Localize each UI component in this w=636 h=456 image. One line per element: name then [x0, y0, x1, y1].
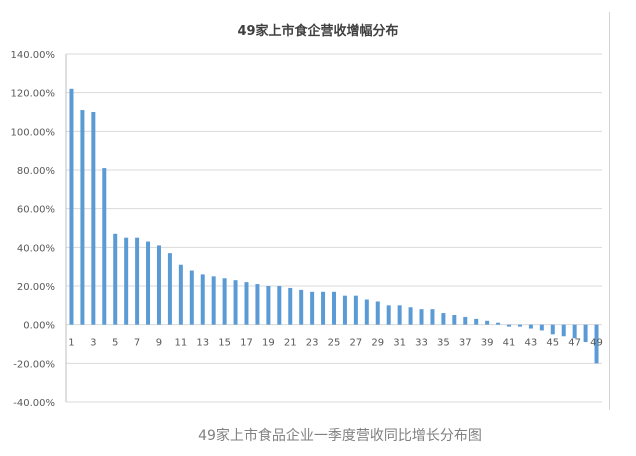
x-tick-label: 49: [590, 338, 603, 349]
bar-38: [474, 318, 479, 325]
bar-23: [310, 291, 315, 325]
x-tick-label: 13: [196, 338, 209, 349]
bar-46: [561, 324, 566, 337]
bar-12: [189, 270, 194, 325]
bar-22: [299, 289, 304, 325]
x-tick-label: 15: [218, 338, 231, 349]
bar-33: [419, 309, 424, 325]
x-tick-label: 39: [481, 338, 494, 349]
bars: [69, 88, 599, 364]
bar-20: [277, 286, 282, 325]
bar-35: [441, 313, 446, 325]
x-tick-label: 45: [546, 338, 559, 349]
x-tick-label: 3: [90, 338, 96, 349]
bar-9: [156, 245, 161, 325]
bar-19: [266, 286, 271, 325]
y-tick-label: 140.00%: [11, 50, 56, 61]
x-tick-label: 1: [68, 338, 74, 349]
bar-8: [146, 241, 151, 325]
y-tick-label: 0.00%: [23, 321, 55, 332]
bar-29: [375, 301, 380, 325]
x-tick-label: 19: [262, 338, 275, 349]
gridlines: [66, 53, 602, 403]
bar-15: [222, 278, 227, 325]
bar-4: [102, 168, 107, 325]
y-tick-label: 40.00%: [17, 243, 55, 254]
bar-41: [507, 324, 512, 327]
bar-40: [496, 322, 501, 325]
y-tick-label: 100.00%: [11, 127, 56, 138]
bar-26: [342, 295, 347, 325]
bar-5: [113, 233, 118, 325]
y-tick-label: 120.00%: [11, 89, 56, 100]
bar-47: [572, 324, 577, 339]
x-axis-tick-labels: 1 3 5 7 9 11 13 15 17 19 21 23 25 27 29 31 33 35 37 39 41 43 4…: [68, 338, 603, 349]
y-tick-label: -40.00%: [13, 398, 55, 409]
x-tick-label: 37: [459, 338, 472, 349]
bar-6: [124, 237, 129, 325]
bar-14: [211, 276, 216, 325]
bar-16: [233, 280, 238, 325]
bar-28: [364, 299, 369, 325]
figure-caption: 49家上市食品企业一季度营收同比增长分布图: [198, 428, 482, 444]
bar-48: [583, 324, 588, 343]
y-axis-tick-labels: 140.00% 120.00% 100.00% 80.00% 60.00% 40.00% 2…: [11, 50, 56, 409]
bar-36: [452, 315, 457, 325]
bar-11: [178, 264, 183, 325]
x-tick-label: 31: [393, 338, 406, 349]
bar-32: [408, 307, 413, 325]
x-tick-label: 23: [306, 338, 319, 349]
chart-title: 49家上市食企营收增幅分布: [237, 24, 399, 39]
bar-31: [397, 305, 402, 325]
x-tick-label: 5: [112, 338, 118, 349]
bar-37: [463, 316, 468, 325]
bar-17: [244, 282, 249, 325]
x-tick-label: 27: [350, 338, 363, 349]
bar-43: [528, 324, 533, 329]
x-tick-label: 9: [156, 338, 162, 349]
x-tick-label: 47: [568, 338, 581, 349]
x-tick-label: 25: [328, 338, 341, 349]
y-tick-label: 80.00%: [17, 166, 55, 177]
bar-18: [255, 284, 260, 325]
bar-24: [321, 291, 326, 325]
bar-25: [332, 291, 336, 325]
bar-3: [91, 112, 96, 325]
bar-13: [200, 274, 205, 325]
x-tick-label: 29: [371, 338, 384, 349]
y-tick-label: 60.00%: [17, 205, 55, 216]
y-tick-label: 20.00%: [17, 282, 55, 293]
x-tick-label: 43: [525, 338, 538, 349]
bar-2: [80, 110, 85, 325]
x-tick-label: 11: [174, 338, 187, 349]
x-tick-label: 41: [503, 338, 516, 349]
bar-39: [485, 320, 490, 325]
bar-42: [517, 324, 522, 327]
bar-30: [386, 305, 391, 325]
bar-49: [594, 324, 599, 364]
x-tick-label: 33: [415, 338, 428, 349]
bar-45: [550, 324, 555, 335]
bar-34: [430, 309, 435, 325]
x-tick-label: 17: [240, 338, 253, 349]
y-tick-label: -20.00%: [13, 359, 55, 370]
x-tick-label: 35: [437, 338, 450, 349]
bar-27: [353, 295, 358, 325]
bar-21: [288, 287, 293, 325]
bar-1: [69, 88, 74, 325]
frame-border-right: [609, 12, 610, 410]
x-tick-label: 21: [284, 338, 297, 349]
bar-7: [135, 237, 140, 325]
bar-44: [539, 324, 544, 331]
x-tick-label: 7: [134, 338, 140, 349]
bar-10: [167, 253, 172, 325]
